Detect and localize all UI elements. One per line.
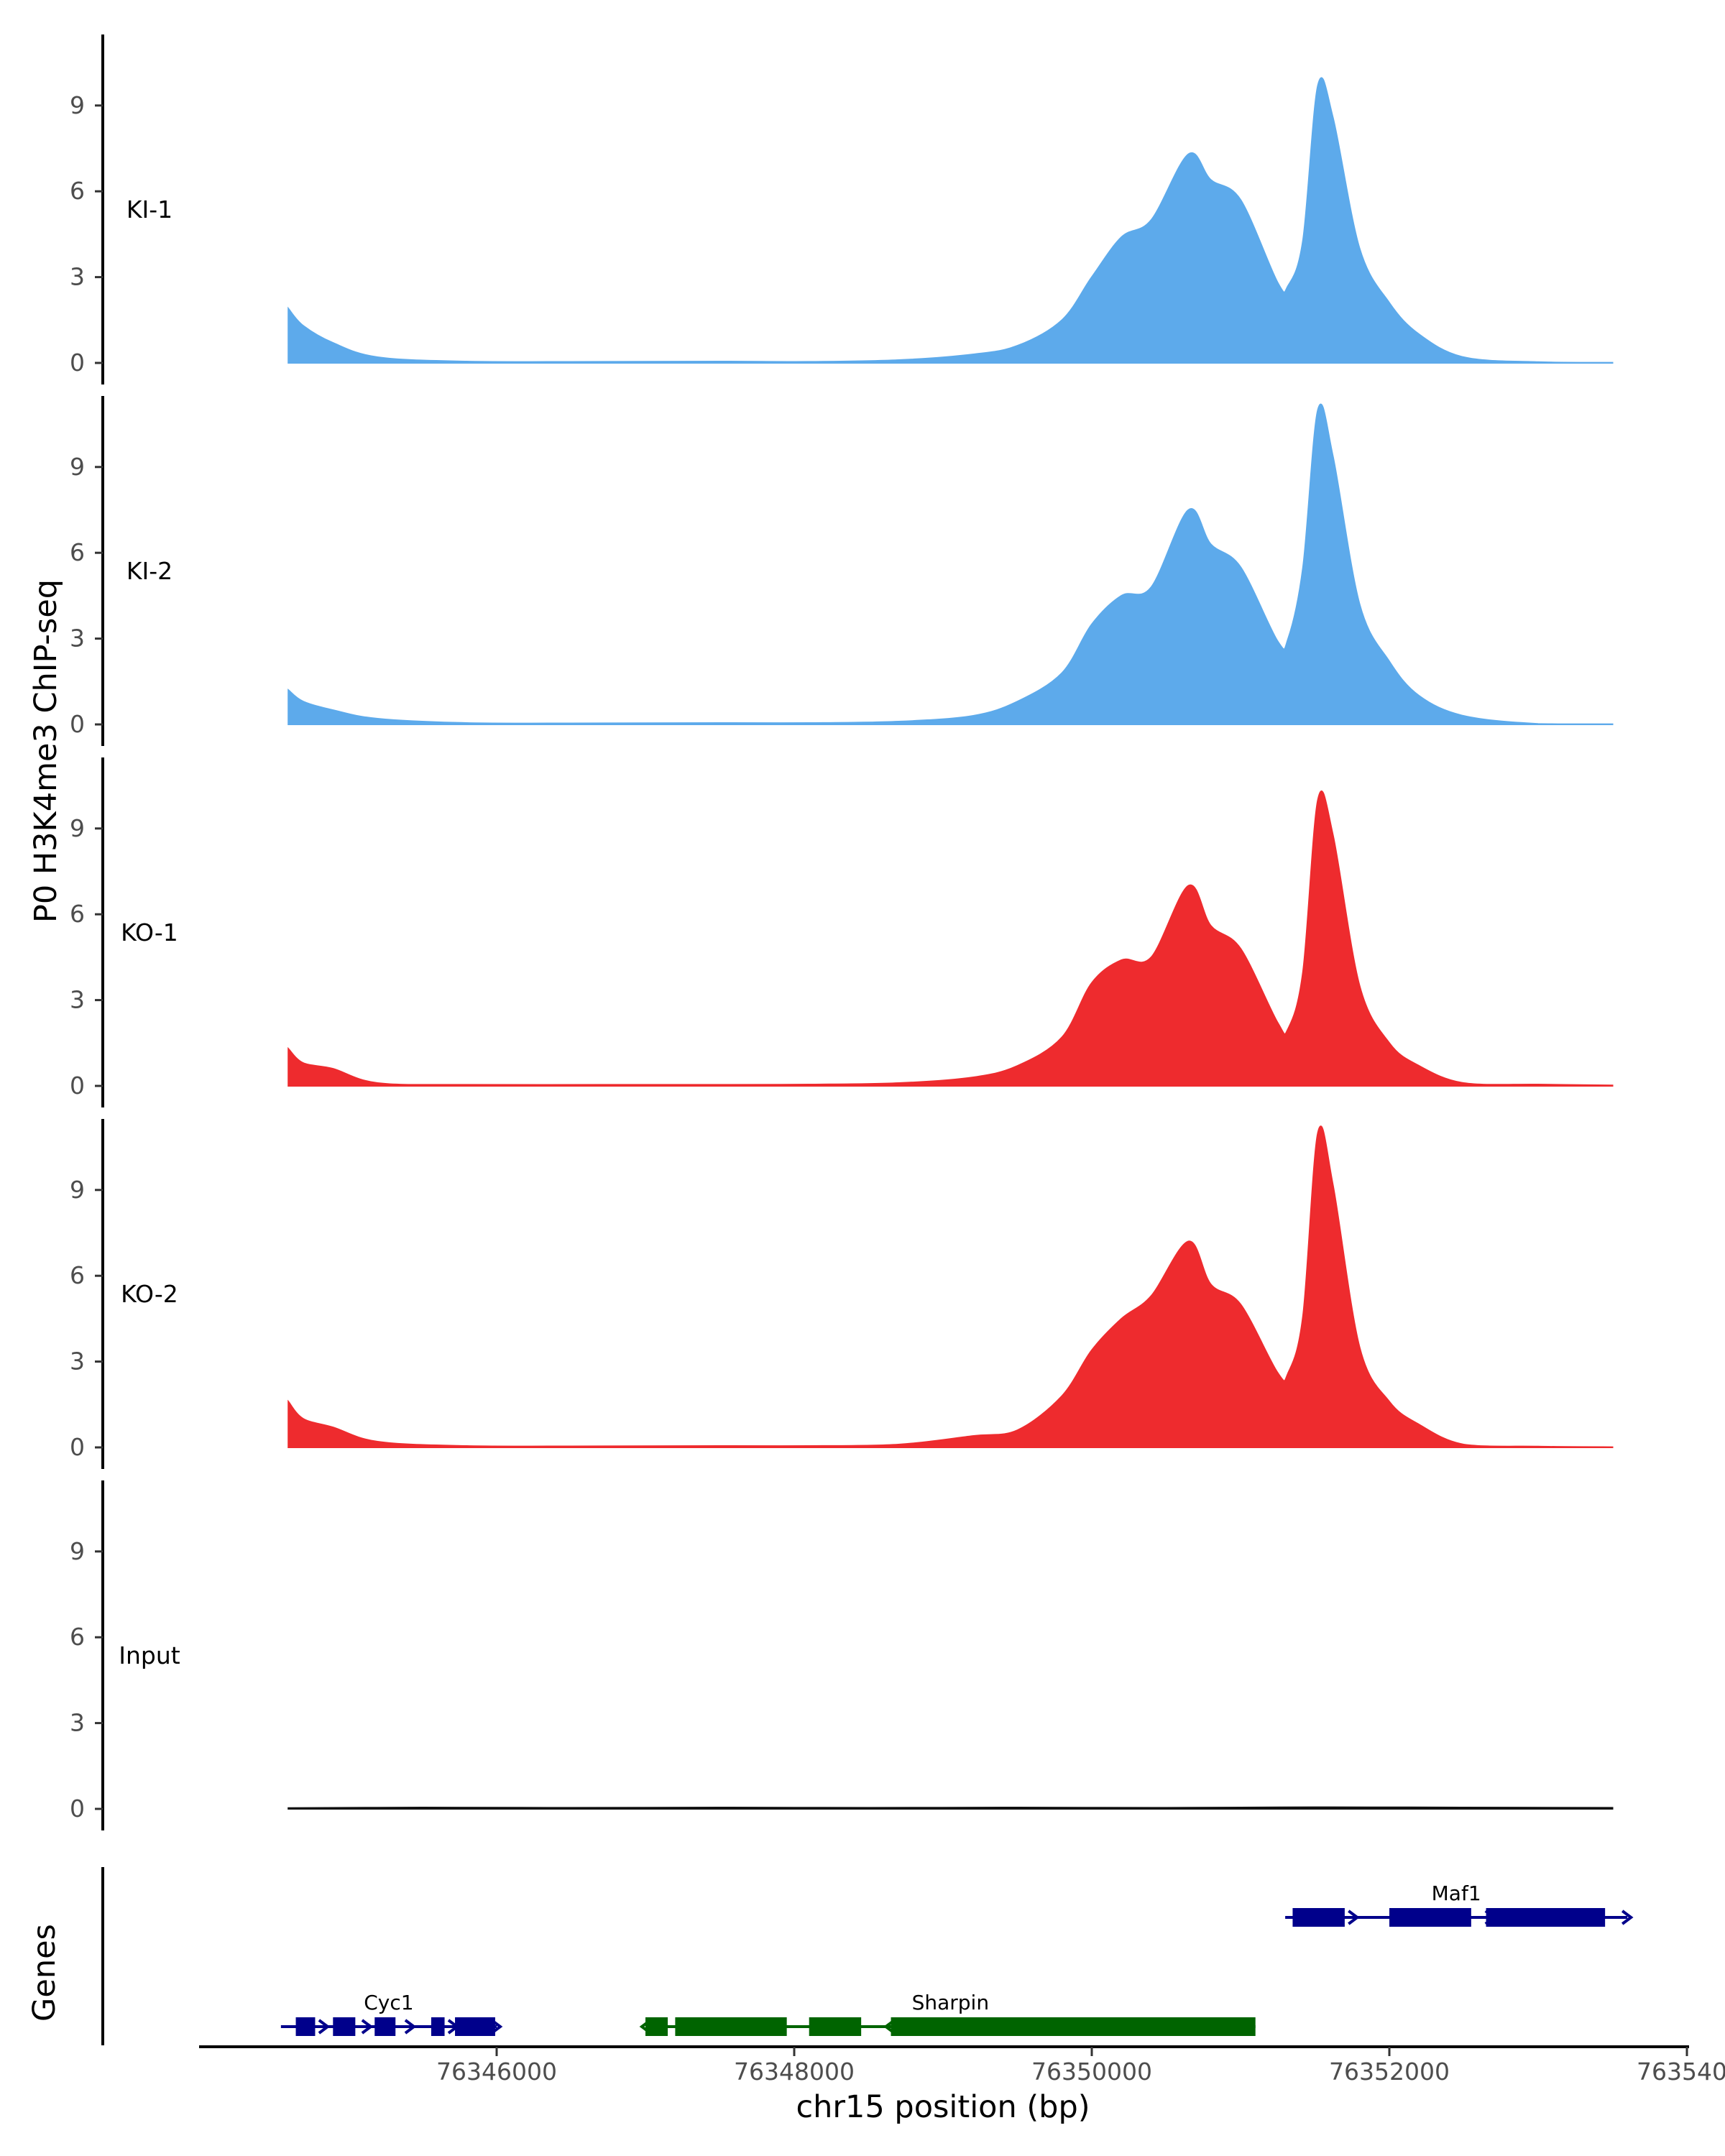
exon — [1486, 1908, 1606, 1927]
y-tick-label: 3 — [70, 1348, 85, 1376]
coverage-area-ki-2 — [288, 403, 1614, 725]
track-ki-2: 0 3 6 9 KI-2 — [70, 396, 1614, 746]
y-tick-label: 6 — [70, 1261, 85, 1289]
y-tick-label: 9 — [70, 1537, 85, 1565]
track-label: KO-2 — [121, 1280, 178, 1308]
y-tick-label: 0 — [70, 1433, 85, 1461]
exon — [645, 2017, 668, 2036]
x-axis: 76346000 76348000 76350000 76352000 76354000 — [199, 2045, 1725, 2086]
track-label: KI-2 — [126, 557, 172, 585]
exon — [1389, 1908, 1471, 1927]
y-tick-label: 3 — [70, 263, 85, 291]
exon — [374, 2017, 396, 2036]
y-tick-label: 6 — [70, 177, 85, 205]
x-tick-label: 76348000 — [734, 2058, 855, 2086]
y-tick-label: 9 — [70, 1176, 85, 1204]
exon — [891, 2017, 1256, 2036]
strand-arrow — [1622, 1909, 1634, 1925]
coverage-area-ki-1 — [288, 77, 1614, 364]
gene-label: Cyc1 — [364, 1991, 413, 2014]
gene-maf1: Maf1 — [1285, 1881, 1634, 1927]
track-label: Input — [119, 1641, 180, 1669]
y-tick-label: 3 — [70, 986, 85, 1014]
strand-arrow — [1348, 1909, 1360, 1925]
y-tick-label: 0 — [70, 349, 85, 377]
x-tick-label: 76346000 — [436, 2058, 557, 2086]
exon — [1292, 1908, 1345, 1927]
track-ko-2: 0 3 6 9 KO-2 — [70, 1119, 1614, 1469]
strand-arrow — [404, 2019, 417, 2035]
gene-label: Sharpin — [912, 1991, 990, 2014]
track-label: KO-1 — [121, 918, 178, 946]
y-tick-label: 0 — [70, 1072, 85, 1100]
y-tick-label: 9 — [70, 814, 85, 842]
exon — [455, 2017, 495, 2036]
gene-label: Maf1 — [1432, 1881, 1481, 1905]
exon — [675, 2017, 787, 2036]
y-tick-label: 3 — [70, 1709, 85, 1737]
strand-arrow — [361, 2019, 374, 2035]
y-tick-label: 6 — [70, 1623, 85, 1651]
track-input: 0 3 6 9 Input — [70, 1480, 1614, 1830]
gene-annotation-panel: Cyc1 Sharpin Maf1 — [101, 1867, 1634, 2045]
x-tick-label: 76352000 — [1329, 2058, 1450, 2086]
y-tick-label: 3 — [70, 625, 85, 653]
coverage-tracks: 0 3 6 9 KI-1 0 3 6 9 KI-2 0 3 6 9 KO-1 0 3 6 9 KO-2 0 3 6 9 Inpu… — [70, 34, 1614, 1830]
y-tick-label: 6 — [70, 538, 85, 566]
coverage-area-input — [288, 1806, 1614, 1810]
genes-panel-title: Genes — [27, 1924, 63, 2022]
track-label: KI-1 — [126, 195, 172, 224]
y-tick-label: 9 — [70, 91, 85, 119]
gene-sharpin: Sharpin — [639, 1991, 1256, 2036]
track-ki-1: 0 3 6 9 KI-1 — [70, 34, 1614, 384]
exon — [295, 2017, 316, 2036]
x-tick-label: 76354000 — [1637, 2058, 1725, 2086]
y-tick-label: 0 — [70, 1795, 85, 1823]
x-tick-label: 76350000 — [1031, 2058, 1152, 2086]
exon — [431, 2017, 445, 2036]
y-tick-label: 6 — [70, 900, 85, 928]
y-tick-label: 0 — [70, 710, 85, 738]
exon — [333, 2017, 356, 2036]
strand-arrow — [318, 2019, 331, 2035]
gene-cyc1: Cyc1 — [280, 1991, 503, 2036]
coverage-area-ko-1 — [288, 790, 1614, 1087]
track-ko-1: 0 3 6 9 KO-1 — [70, 757, 1614, 1107]
y-axis-title: P0 H3K4me3 ChIP-seq — [28, 579, 64, 923]
x-axis-title: chr15 position (bp) — [796, 2089, 1090, 2125]
exon — [809, 2017, 862, 2036]
y-tick-label: 9 — [70, 453, 85, 481]
coverage-area-ko-2 — [288, 1125, 1614, 1448]
